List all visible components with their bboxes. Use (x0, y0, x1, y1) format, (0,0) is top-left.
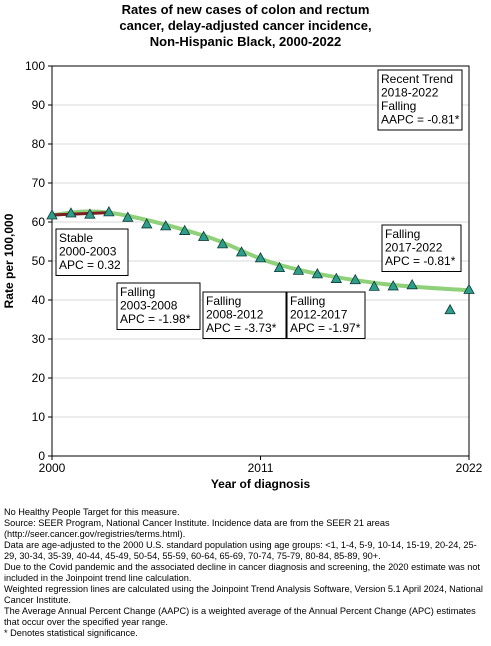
data-point (160, 220, 172, 231)
chart-title-line: cancer, delay-adjusted cancer incidence, (119, 18, 371, 33)
annotation-line: 2000-2003 (59, 245, 117, 259)
annotation-line: Falling (120, 285, 155, 299)
annotation-frame (377, 69, 463, 131)
annotation-frame (55, 228, 129, 276)
data-point (179, 224, 191, 235)
y-tick-label: 50 (32, 254, 46, 268)
data-point (463, 283, 475, 294)
annotation-frame (116, 282, 201, 330)
data-point (197, 230, 210, 241)
footnote: The Average Annual Percent Change (AAPC)… (4, 606, 476, 627)
y-tick-label: 100 (25, 59, 45, 73)
x-tick-label: 2000 (39, 461, 66, 475)
annotation-line: AAPC = -0.81* (381, 113, 460, 127)
data-point (103, 206, 115, 217)
y-tick-label: 90 (32, 98, 46, 112)
data-point (311, 268, 324, 279)
data-point (273, 261, 286, 273)
y-tick-label: 30 (32, 332, 46, 346)
y-axis-label: Rate per 100,000 (2, 213, 16, 308)
annotation-line: Falling (206, 294, 241, 308)
y-tick-label: 0 (38, 449, 45, 463)
footnote: Data are age-adjusted to the 2000 U.S. s… (4, 540, 477, 561)
data-point (46, 209, 58, 220)
footnote: Weighted regression lines are calculated… (4, 584, 483, 605)
annotation-line: 2003-2008 (120, 299, 178, 313)
annotation-line: Falling (385, 227, 420, 241)
y-tick-label: 40 (32, 293, 46, 307)
data-point (330, 272, 342, 283)
annotation-line: APC = 0.32 (59, 258, 121, 272)
chart: Rates of new cases of colon and rectumca… (2, 2, 483, 491)
observed-points (46, 206, 475, 315)
chart-title-line: Non-Hispanic Black, 2000-2022 (150, 34, 341, 49)
chart-title-line: Rates of new cases of colon and rectum (122, 2, 370, 17)
annotation-line: 2018-2022 (381, 86, 439, 100)
data-point (254, 252, 267, 263)
data-point (349, 273, 361, 285)
annotation-line: APC = -1.98* (120, 312, 191, 326)
annotation-line: Falling (381, 99, 416, 113)
y-tick-label: 20 (32, 371, 46, 385)
annotation-frame (202, 291, 287, 339)
footnotes: No Healthy People Target for this measur… (4, 507, 488, 639)
data-point (292, 264, 305, 275)
data-point (235, 246, 248, 257)
data-point (122, 211, 134, 222)
annotation-line: 2008-2012 (206, 308, 264, 322)
annotation-line: Falling (290, 294, 325, 308)
x-axis-ticks: 2000 2011 2022 (39, 456, 483, 475)
data-point (368, 280, 380, 291)
data-point (141, 218, 153, 229)
x-tick-label: 2022 (456, 461, 483, 475)
data-point (84, 208, 96, 219)
annotation-line: APC = -3.73* (206, 321, 277, 335)
footnote: Due to the Covid pandemic and the associ… (4, 562, 481, 583)
annotation-frame (286, 291, 366, 339)
y-tick-label: 60 (32, 215, 46, 229)
annotation-line: Recent Trend (381, 72, 453, 86)
footnote: No Healthy People Target for this measur… (4, 507, 180, 517)
y-tick-label: 10 (32, 410, 46, 424)
y-axis-ticks: 0 10 20 30 40 50 60 70 80 90 100 (25, 59, 52, 463)
data-point (444, 303, 456, 315)
annotation-line: APC = -0.81* (385, 254, 456, 268)
data-point (387, 280, 399, 291)
y-tick-label: 70 (32, 176, 46, 190)
y-tick-label: 80 (32, 137, 46, 151)
data-point (65, 207, 77, 218)
footnote: * Denotes statistical significance. (4, 628, 138, 638)
data-point (216, 238, 229, 249)
annotation-line: Stable (59, 231, 93, 245)
annotation-line: 2012-2017 (290, 308, 348, 322)
footnote: Source: SEER Program, National Cancer In… (4, 518, 390, 539)
annotation-line: APC = -1.97* (290, 321, 361, 335)
annotation-frame (381, 224, 462, 272)
x-tick-label: 2011 (248, 461, 274, 475)
chart-title: Rates of new cases of colon and rectumca… (119, 2, 371, 49)
data-point (406, 278, 418, 290)
annotation-line: 2017-2022 (385, 241, 443, 255)
x-axis-label: Year of diagnosis (211, 477, 311, 491)
trend-segment-stable (50, 211, 111, 217)
